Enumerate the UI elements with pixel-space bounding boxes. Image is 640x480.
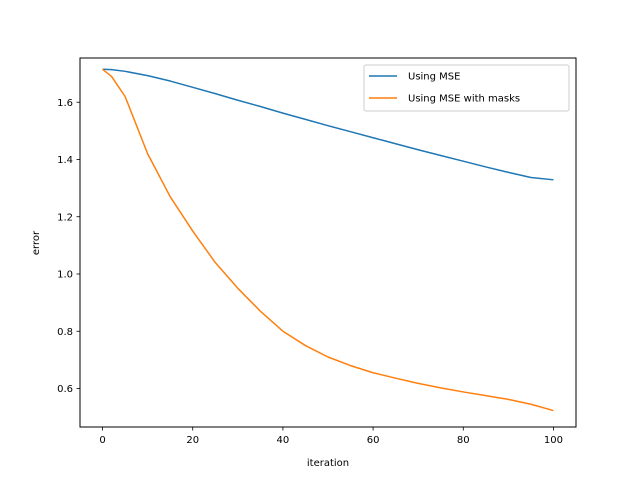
x-tick-label: 80	[457, 435, 470, 446]
x-axis-title: iteration	[307, 458, 349, 469]
y-tick-label: 1.6	[57, 98, 73, 109]
y-axis: 0.6 0.8 1.0 1.2 1.4 1.6	[57, 98, 80, 395]
legend-label-0: Using MSE	[408, 72, 460, 83]
x-tick-label: 0	[99, 435, 105, 446]
y-tick-label: 0.6	[57, 384, 73, 395]
plot-frame	[79, 57, 577, 428]
series-line-0	[102, 68, 554, 181]
x-tick-label: 20	[186, 435, 199, 446]
series-line-1	[102, 68, 554, 412]
y-tick-label: 1.4	[57, 155, 73, 166]
legend: Using MSE Using MSE with masks	[363, 64, 570, 112]
y-axis-title: error	[31, 230, 42, 255]
y-tick-label: 0.8	[57, 327, 73, 338]
y-tick-label: 1.0	[57, 270, 73, 281]
legend-box	[363, 64, 570, 112]
series-layer	[102, 68, 554, 412]
x-tick-label: 40	[277, 435, 290, 446]
x-tick-label: 60	[367, 435, 380, 446]
x-axis: 0 20 40 60 80 100	[99, 427, 563, 446]
y-tick-label: 1.2	[57, 212, 73, 223]
x-tick-label: 100	[544, 435, 563, 446]
legend-label-1: Using MSE with masks	[408, 94, 520, 105]
